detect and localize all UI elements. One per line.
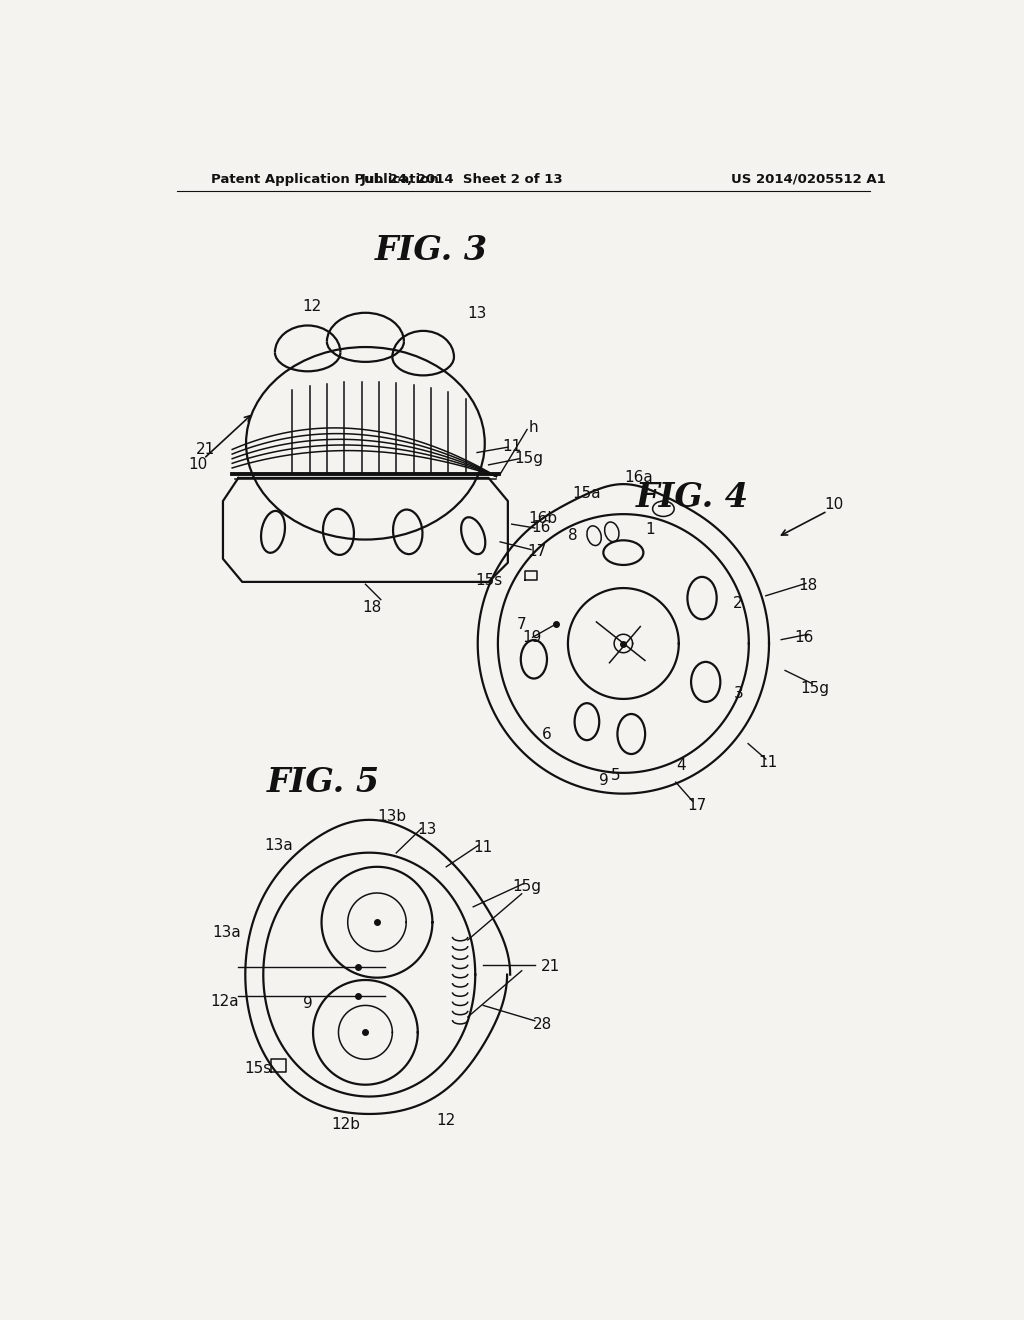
Text: 15g: 15g [800,681,828,696]
Text: 8: 8 [568,528,579,544]
Text: 12b: 12b [332,1117,360,1133]
Text: 15s: 15s [244,1061,271,1076]
Text: 16b: 16b [528,511,557,527]
Text: 21: 21 [196,442,215,457]
Text: 13a: 13a [212,925,242,940]
Text: 11: 11 [473,840,493,855]
Text: 12: 12 [436,1113,456,1129]
Text: FIG. 3: FIG. 3 [375,235,487,268]
Text: 28: 28 [532,1018,552,1032]
Text: 15g: 15g [514,451,543,466]
Text: h: h [528,420,538,436]
Text: 15a: 15a [572,486,601,500]
Text: 2: 2 [732,595,742,611]
Text: 7: 7 [517,616,526,632]
Text: FIG. 4: FIG. 4 [636,480,750,513]
Text: Patent Application Publication: Patent Application Publication [211,173,439,186]
Text: 21: 21 [541,960,560,974]
Text: 1: 1 [645,521,655,537]
Text: 10: 10 [188,457,208,473]
Text: 19: 19 [523,630,542,645]
Text: 11: 11 [759,755,778,771]
Text: FIG. 5: FIG. 5 [266,766,380,799]
Text: 13b: 13b [378,809,407,824]
Text: 15g: 15g [513,879,542,894]
Text: US 2014/0205512 A1: US 2014/0205512 A1 [731,173,886,186]
Text: 16a: 16a [625,470,653,486]
Text: Jul. 24, 2014  Sheet 2 of 13: Jul. 24, 2014 Sheet 2 of 13 [360,173,563,186]
Text: 6: 6 [542,727,551,742]
Text: 9: 9 [599,774,609,788]
Text: 12: 12 [302,298,322,314]
Text: 18: 18 [799,578,818,593]
Text: 9: 9 [303,997,312,1011]
Text: 16: 16 [531,520,551,536]
Text: 5: 5 [611,768,621,784]
Text: 13: 13 [418,822,436,837]
Text: 17: 17 [527,544,547,558]
Text: 4: 4 [676,758,686,772]
Text: 18: 18 [361,599,381,615]
Text: 15s: 15s [475,573,502,587]
Text: 11: 11 [502,438,521,454]
Text: 13: 13 [467,306,486,322]
Text: 12a: 12a [210,994,239,1008]
Text: 3: 3 [734,686,743,701]
Text: 10: 10 [824,498,843,512]
Text: 17: 17 [687,797,707,813]
Text: 16: 16 [795,630,814,645]
Text: 13a: 13a [264,838,293,853]
